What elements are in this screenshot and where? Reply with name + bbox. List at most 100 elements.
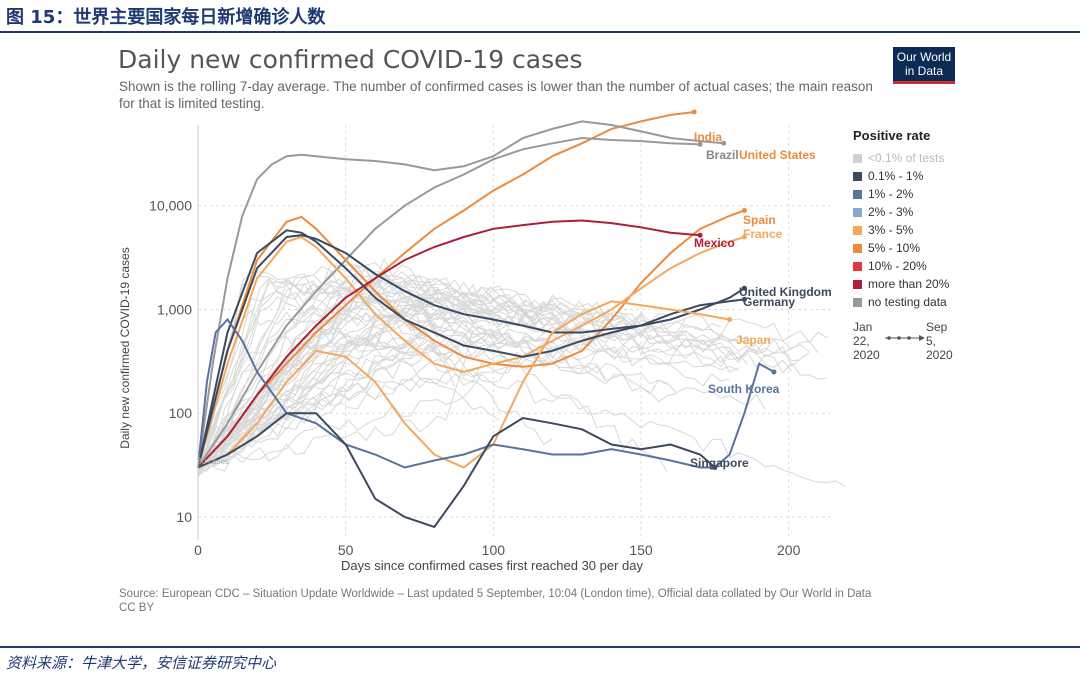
y-axis-label: Daily new confirmed COVID-19 cases [118,247,132,448]
series-label: Japan [736,333,771,347]
series-endpoint [721,140,727,146]
series-label: India [694,130,722,144]
background-country-line [197,318,846,487]
series-endpoint [712,464,718,470]
series-endpoint [697,232,703,238]
series-label: Singapore [690,456,749,470]
legend-label: 2% - 3% [868,205,914,219]
background-country-line [197,337,748,471]
background-country-line [197,294,757,468]
source-note: 资料来源：牛津大学，安信证券研究中心 [6,654,277,672]
series-line [197,229,745,468]
positive-rate-legend: Positive rate <0.1% of tests 0.1% - 1% 1% … [853,128,1013,311]
legend-item[interactable]: 3% - 5% [853,221,1013,239]
legend-swatch [853,243,862,253]
series-label: United Kingdom [739,285,832,299]
top-rule [0,31,1080,33]
series-endpoint [741,207,747,213]
x-axis-label: Days since confirmed cases first reached… [341,558,644,573]
legend-item[interactable]: 0.1% - 1% [853,167,1013,185]
series-endpoint [741,285,747,291]
series-label: United States [739,148,816,162]
legend-label: 5% - 10% [868,241,921,255]
background-country-line [197,323,571,471]
series-line [197,300,730,469]
timeline-arrow-icon[interactable] [883,332,927,344]
background-country-line [197,268,474,462]
legend-title: Positive rate [853,128,931,143]
series-label: South Korea [708,382,780,396]
legend-swatch [853,225,862,235]
series-endpoint [697,141,703,147]
x-tick-label: 150 [629,542,653,558]
background-country-line [197,275,828,466]
series-label: Brazil [706,148,739,162]
background-country-line [197,296,739,460]
series-label: Mexico [694,236,735,250]
chart-title: Daily new confirmed COVID-19 cases [118,45,583,74]
x-tick-label: 0 [194,542,202,558]
series-line [197,209,745,468]
time-start-month: Jan [853,320,873,334]
series-label: France [743,227,783,241]
start-annotation: 30 cases [197,457,229,466]
time-end: Sep 5, 2020 [926,320,953,362]
y-tick-label: 10,000 [149,198,192,214]
legend-label: <0.1% of tests [868,151,945,165]
legend-item[interactable]: 2% - 3% [853,203,1013,221]
logo-line2: in Data [904,64,944,78]
series-endpoint [691,109,697,115]
grid-lines [197,125,833,540]
legend-swatch [853,207,862,217]
series-lines [197,109,777,529]
time-start: Jan 22, 2020 [853,320,880,362]
background-country-line [197,347,633,472]
y-tick-label: 100 [169,405,193,421]
series-line [197,219,701,469]
legend-items: <0.1% of tests 0.1% - 1% 1% - 2% 2% - 3% 3% … [853,149,1013,311]
time-start-day: 22, [853,334,870,348]
legend-label: more than 20% [868,277,950,291]
legend-item[interactable]: 5% - 10% [853,239,1013,257]
x-tick-label: 100 [482,542,506,558]
series-line [197,412,716,529]
series-label: Spain [743,213,776,227]
series-line [197,111,695,469]
legend-label: 3% - 5% [868,223,914,237]
background-country-line [197,359,553,476]
chart-subtitle: Shown is the rolling 7-day average. The … [119,79,873,111]
logo-line1: Our World [896,50,952,64]
series-endpoint [741,234,747,240]
owid-logo[interactable]: Our World in Data [893,47,955,84]
source-text: Source: European CDC – Situation Update … [119,588,872,600]
y-tick-label: 10 [176,509,192,525]
time-end-month: Sep [926,320,948,334]
legend-item[interactable]: 10% - 20% [853,257,1013,275]
x-tick-label: 50 [338,542,354,558]
background-country-line [197,328,819,469]
legend-item[interactable]: no testing data [853,293,1013,311]
legend-item[interactable]: more than 20% [853,275,1013,293]
figure-title: 图 15：世界主要国家每日新增确诊人数 [6,7,326,28]
legend-swatch [853,297,862,307]
legend-item[interactable]: <0.1% of tests [853,149,1013,167]
series-line [197,235,745,468]
series-endpoint [771,369,777,375]
background-country-line [197,290,660,465]
y-tick-label: 1,000 [157,301,192,317]
series-endpoint [741,296,747,302]
background-country-line [197,334,429,465]
legend-swatch [853,189,862,199]
axes: 0 50 100 150 200 10 100 1,000 10,000 [149,125,801,558]
legend-item[interactable]: 1% - 2% [853,185,1013,203]
time-range-legend[interactable]: Jan 22, 2020 Sep 5, 2020 [853,320,973,364]
background-country-line [197,295,456,469]
legend-swatch [853,261,862,271]
data-source: Source: European CDC – Situation Update … [119,587,949,615]
legend-label: 0.1% - 1% [868,169,924,183]
legend-swatch [853,171,862,181]
bottom-rule [0,646,1080,648]
series-line [197,234,745,468]
